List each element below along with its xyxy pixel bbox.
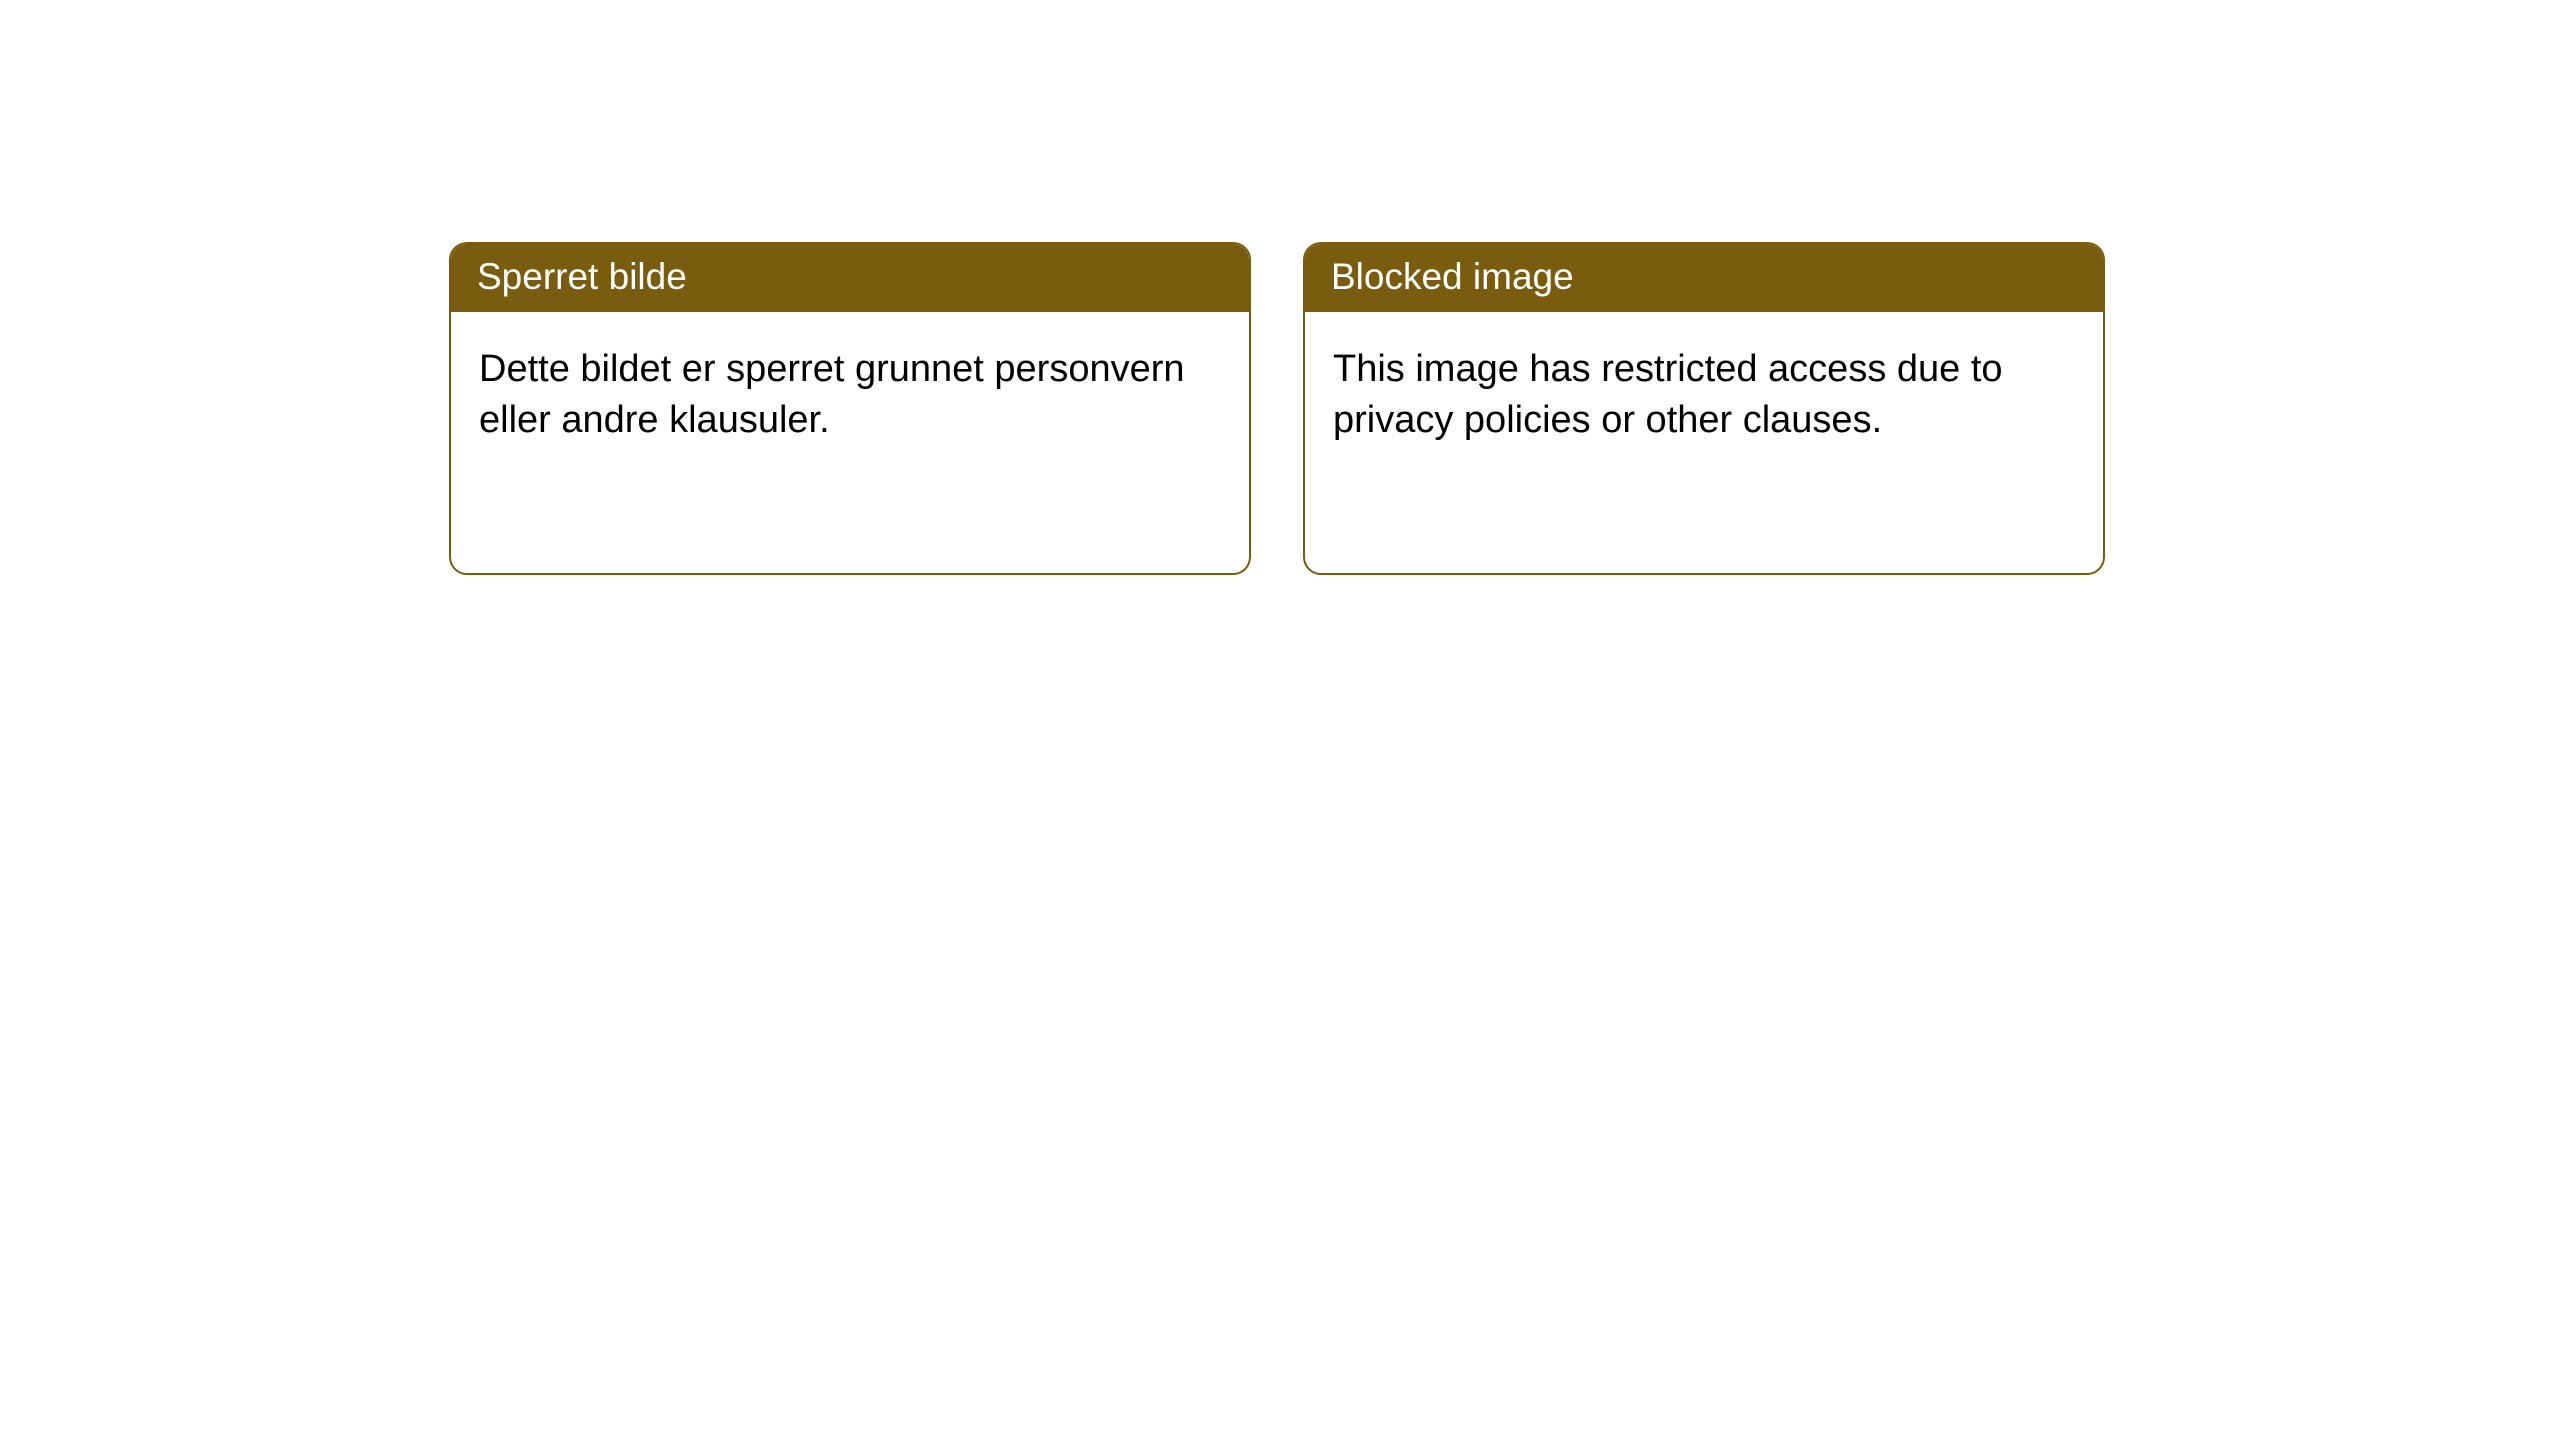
card-header: Sperret bilde (451, 244, 1249, 312)
blocked-image-card-en: Blocked image This image has restricted … (1303, 242, 2105, 575)
card-header: Blocked image (1305, 244, 2103, 312)
card-body-text: Dette bildet er sperret grunnet personve… (479, 348, 1185, 441)
cards-container: Sperret bilde Dette bildet er sperret gr… (0, 0, 2560, 575)
card-body-text: This image has restricted access due to … (1333, 348, 2003, 441)
card-title: Sperret bilde (477, 256, 687, 297)
card-body: This image has restricted access due to … (1305, 312, 2103, 479)
blocked-image-card-no: Sperret bilde Dette bildet er sperret gr… (449, 242, 1251, 575)
card-body: Dette bildet er sperret grunnet personve… (451, 312, 1249, 479)
card-title: Blocked image (1331, 256, 1574, 297)
